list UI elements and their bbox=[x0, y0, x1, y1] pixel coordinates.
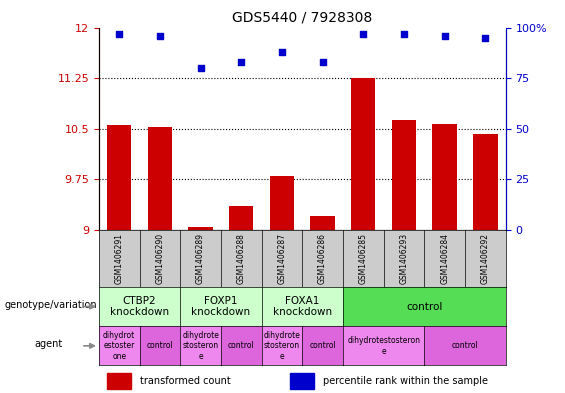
Text: GSM1406292: GSM1406292 bbox=[481, 233, 490, 284]
Bar bbox=[107, 373, 132, 389]
Title: GDS5440 / 7928308: GDS5440 / 7928308 bbox=[232, 11, 372, 25]
Text: agent: agent bbox=[34, 339, 63, 349]
Text: FOXA1
knockdown: FOXA1 knockdown bbox=[273, 296, 332, 317]
Text: GSM1406289: GSM1406289 bbox=[196, 233, 205, 284]
Bar bbox=[229, 206, 254, 230]
Text: genotype/variation: genotype/variation bbox=[5, 299, 98, 310]
Bar bbox=[147, 127, 172, 230]
Bar bbox=[290, 373, 315, 389]
Text: GSM1406288: GSM1406288 bbox=[237, 233, 246, 284]
Point bbox=[277, 49, 286, 55]
Text: transformed count: transformed count bbox=[140, 376, 231, 386]
Text: control: control bbox=[228, 342, 255, 350]
Bar bbox=[188, 226, 213, 230]
Text: GSM1406291: GSM1406291 bbox=[115, 233, 124, 284]
Text: dihydrot
estoster
one: dihydrot estoster one bbox=[103, 331, 136, 361]
Point bbox=[155, 33, 164, 39]
Point bbox=[318, 59, 327, 65]
Text: GSM1406286: GSM1406286 bbox=[318, 233, 327, 284]
Point bbox=[359, 30, 368, 37]
Text: GSM1406293: GSM1406293 bbox=[399, 233, 408, 284]
Text: control: control bbox=[309, 342, 336, 350]
Bar bbox=[392, 120, 416, 230]
Bar bbox=[310, 217, 335, 230]
Text: dihydrote
stosteron
e: dihydrote stosteron e bbox=[263, 331, 301, 361]
Point bbox=[196, 65, 205, 71]
Text: CTBP2
knockdown: CTBP2 knockdown bbox=[110, 296, 169, 317]
Bar bbox=[432, 124, 457, 230]
Point bbox=[481, 35, 490, 41]
Text: GSM1406290: GSM1406290 bbox=[155, 233, 164, 284]
Text: dihydrotestosteron
e: dihydrotestosteron e bbox=[347, 336, 420, 356]
Text: control: control bbox=[146, 342, 173, 350]
Bar bbox=[107, 125, 132, 230]
Bar bbox=[351, 78, 376, 230]
Text: control: control bbox=[451, 342, 479, 350]
Point bbox=[115, 30, 124, 37]
Text: GSM1406287: GSM1406287 bbox=[277, 233, 286, 284]
Text: GSM1406284: GSM1406284 bbox=[440, 233, 449, 284]
Text: GSM1406285: GSM1406285 bbox=[359, 233, 368, 284]
Bar bbox=[270, 176, 294, 230]
Text: dihydrote
stosteron
e: dihydrote stosteron e bbox=[182, 331, 219, 361]
Bar bbox=[473, 134, 498, 230]
Text: percentile rank within the sample: percentile rank within the sample bbox=[323, 376, 488, 386]
Text: control: control bbox=[406, 301, 442, 312]
Text: FOXP1
knockdown: FOXP1 knockdown bbox=[192, 296, 250, 317]
Point bbox=[399, 30, 408, 37]
Point bbox=[237, 59, 246, 65]
Point bbox=[440, 33, 449, 39]
